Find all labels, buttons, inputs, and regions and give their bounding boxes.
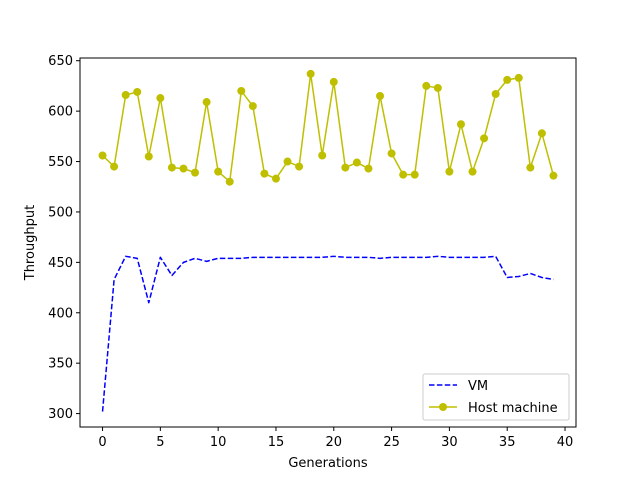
y-tick-label: 600	[48, 105, 73, 120]
legend-box	[422, 373, 570, 421]
host-machine-data-point	[144, 152, 153, 161]
host-machine-data-point	[295, 162, 304, 171]
x-tick-label: 40	[557, 435, 574, 450]
legend: VM Host machine	[422, 373, 570, 421]
host-machine-data-point	[376, 92, 385, 101]
y-axis-label: Throughput	[23, 205, 38, 282]
y-tick-label: 450	[48, 256, 73, 271]
x-tick-label: 35	[499, 435, 516, 450]
x-tick-label: 20	[326, 435, 343, 450]
y-tick-label: 400	[48, 306, 73, 321]
host-machine-data-point	[399, 170, 408, 179]
host-machine-data-point	[306, 69, 315, 78]
host-machine-data-point	[410, 170, 419, 179]
y-axis-ticks: 300 350 400 450 500 550 600 650	[48, 54, 80, 422]
host-machine-data-point	[456, 120, 465, 129]
host-machine-data-point	[468, 167, 477, 176]
host-machine-data-point	[503, 75, 512, 84]
series-layer	[98, 69, 558, 412]
x-tick-label: 10	[210, 435, 227, 450]
host-machine-data-point	[191, 168, 200, 177]
host-machine-data-point	[537, 129, 546, 138]
host-machine-data-point	[364, 164, 373, 173]
host-machine-data-point	[237, 86, 246, 95]
host-machine-data-point	[387, 149, 396, 158]
host-machine-data-point	[526, 163, 535, 172]
y-tick-label: 350	[48, 357, 73, 372]
host-machine-data-point	[156, 94, 165, 103]
host-machine-data-point	[283, 157, 292, 166]
host-machine-data-point	[202, 98, 211, 107]
legend-host-machine-label: Host machine	[468, 401, 558, 416]
x-axis-label: Generations	[288, 456, 368, 471]
x-tick-label: 25	[383, 435, 400, 450]
host-machine-data-point	[260, 169, 269, 178]
host-machine-data-point	[491, 89, 500, 98]
host-machine-data-point	[318, 151, 327, 160]
host-machine-series-line	[102, 73, 555, 183]
host-machine-data-point	[480, 134, 489, 143]
y-tick-label: 300	[48, 407, 73, 422]
host-machine-data-point	[248, 102, 257, 111]
host-machine-data-point	[225, 177, 234, 186]
x-axis-ticks: 0 5 10 15 20 25 30 35 40	[98, 427, 573, 450]
host-machine-data-point	[133, 87, 142, 96]
host-machine-data-point	[433, 83, 442, 92]
host-machine-data-point	[167, 163, 176, 172]
y-tick-label: 650	[48, 54, 73, 69]
host-machine-data-point	[514, 73, 523, 82]
x-tick-label: 30	[441, 435, 458, 450]
host-machine-data-point	[422, 81, 431, 90]
x-tick-label: 0	[98, 435, 106, 450]
x-tick-label: 15	[268, 435, 285, 450]
legend-vm-label: VM	[468, 379, 488, 394]
host-machine-data-point	[549, 171, 558, 180]
host-machine-data-point	[179, 164, 188, 173]
x-tick-label: 5	[156, 435, 164, 450]
host-machine-data-point	[341, 163, 350, 172]
host-machine-data-point	[352, 158, 361, 167]
host-machine-data-point	[445, 167, 454, 176]
host-machine-data-point	[121, 91, 130, 100]
host-machine-data-point	[98, 151, 107, 160]
host-machine-data-point	[110, 162, 119, 171]
host-machine-data-point	[329, 77, 338, 86]
y-tick-label: 500	[48, 205, 73, 220]
host-machine-data-point	[214, 167, 223, 176]
plot-frame	[79, 57, 577, 428]
vm-series-line	[101, 255, 554, 412]
host-machine-data-point	[271, 174, 280, 183]
y-tick-label: 550	[48, 155, 73, 170]
legend-host-machine-marker-icon	[439, 403, 447, 411]
